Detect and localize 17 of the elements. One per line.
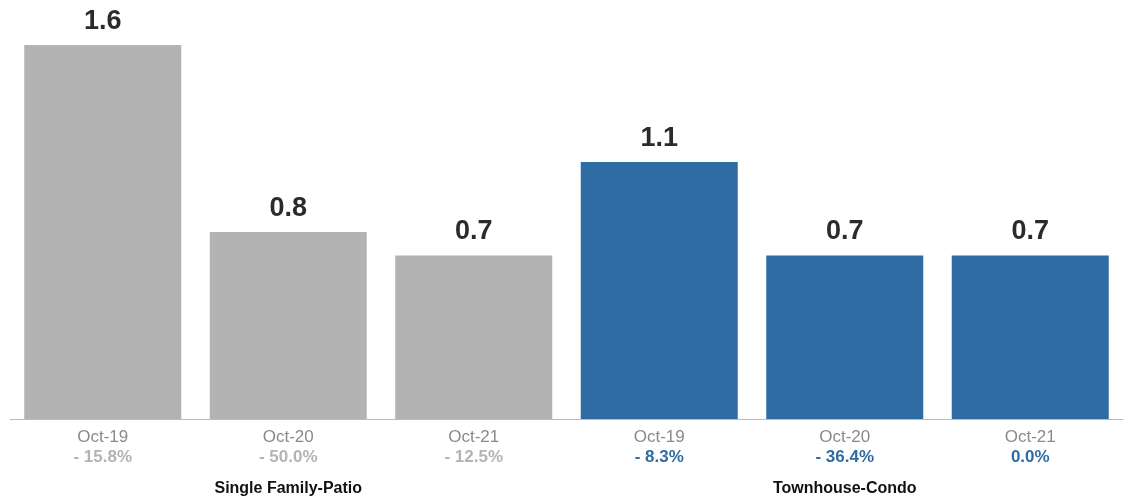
text: Townhouse-Condo xyxy=(772,479,917,497)
x-tick-label: Oct-20 - 50.0% xyxy=(258,427,318,467)
data-label: 1.6 xyxy=(83,4,122,35)
x-tick-label: Oct-20 - 36.4% xyxy=(815,427,875,467)
bar xyxy=(766,255,924,419)
text: Single Family-Patio xyxy=(214,479,363,497)
data-label: 0.7 xyxy=(1011,215,1050,246)
data-label: 1.1 xyxy=(640,121,679,152)
x-tick-label: Oct-19 - 8.3% xyxy=(633,427,685,467)
bar xyxy=(951,255,1109,419)
data-label: 0.7 xyxy=(454,215,493,246)
data-label: 0.7 xyxy=(825,215,864,246)
bar xyxy=(580,161,738,419)
x-tick-label: Oct-21 - 12.5% xyxy=(444,427,504,467)
x-tick-label: Oct-19 - 15.8% xyxy=(73,427,133,467)
x-tick-label: Oct-21 0.0% xyxy=(1004,427,1056,467)
data-label: 0.8 xyxy=(269,191,308,222)
